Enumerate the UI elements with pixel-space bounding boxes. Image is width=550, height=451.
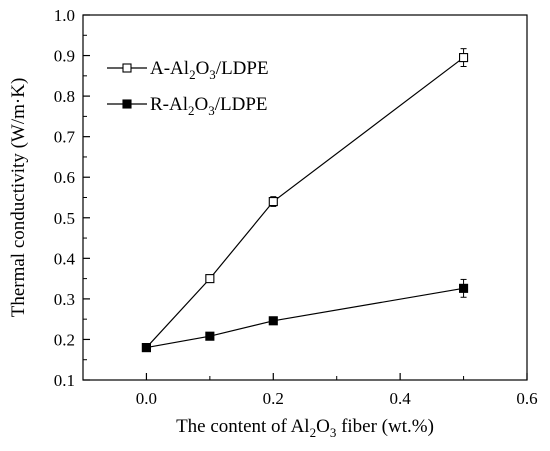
legend-item-1: A-Al2O3/LDPE [107,58,269,82]
data-point [205,274,215,284]
legend-marker [122,63,132,73]
y-tick-label: 0.1 [54,371,75,390]
data-point [459,283,469,293]
x-tick-label: 0.2 [263,389,284,408]
y-tick-label: 0.3 [54,290,75,309]
series-1 [141,48,469,353]
series-2 [141,278,469,353]
data-point [268,197,278,207]
y-tick-label: 1.0 [54,6,75,25]
x-tick-label: 0.6 [516,389,537,408]
legend-label: R-Al2O3/LDPE [150,94,268,118]
x-axis-ticks: 0.0 0.2 0.4 0.6 [82,373,538,408]
x-axis-title: The content of Al2O3 fiber (wt.%) [176,416,434,440]
series-line [145,57,464,348]
y-tick-label: 0.2 [54,330,75,349]
y-tick-label: 0.5 [54,209,75,228]
y-axis-ticks: 0.1 0.2 0.3 0.4 0.5 0.6 0.7 0.8 0.9 1.0 [54,6,90,390]
data-point [205,331,215,341]
legend-item-2: R-Al2O3/LDPE [107,94,268,118]
y-tick-label: 0.8 [54,87,75,106]
legend-label: A-Al2O3/LDPE [150,58,269,82]
y-tick-label: 0.7 [54,128,76,147]
series-line [146,287,464,349]
data-point [268,316,278,326]
legend: A-Al2O3/LDPE R-Al2O3/LDPE [107,58,269,118]
data-point [459,53,469,63]
x-tick-label: 0.0 [136,389,157,408]
y-axis-title: Thermal conductivity (W/m·K) [8,78,29,318]
series-layer [141,48,469,353]
x-tick-label: 0.4 [390,389,412,408]
y-tick-label: 0.9 [54,47,75,66]
y-tick-label: 0.6 [54,168,75,187]
y-tick-label: 0.4 [54,249,76,268]
data-point [141,343,151,353]
legend-marker [122,99,132,109]
